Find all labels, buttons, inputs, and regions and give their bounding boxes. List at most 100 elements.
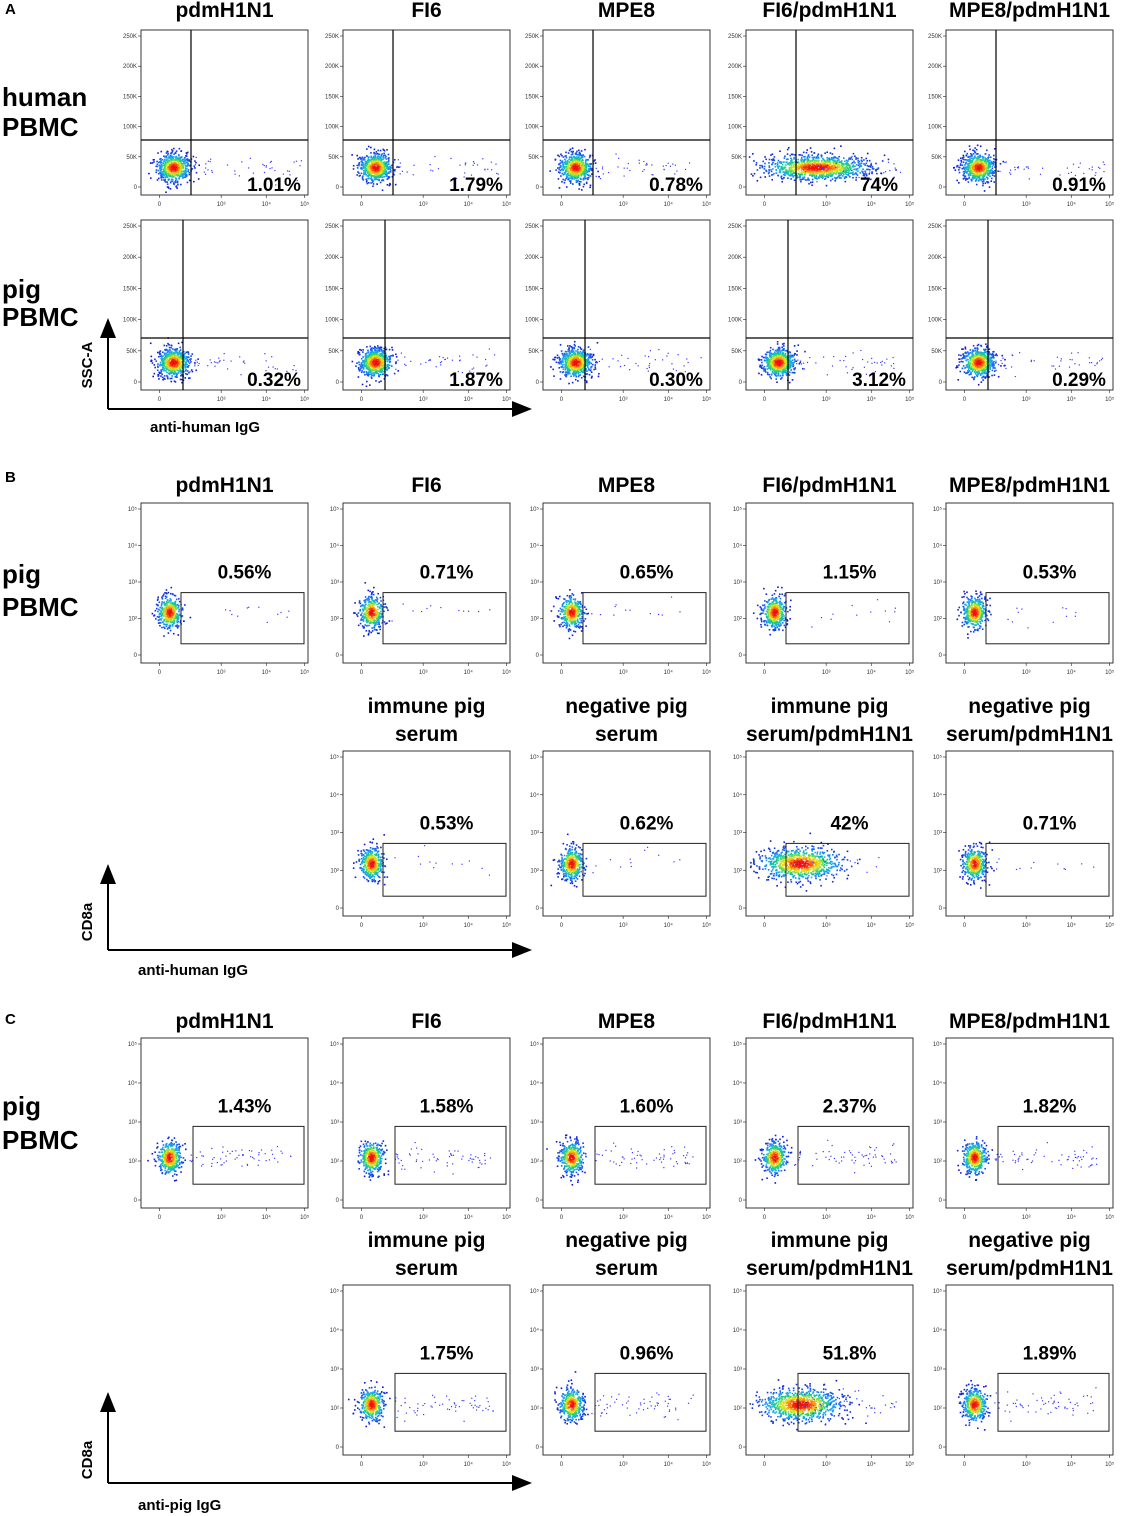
event-dot	[790, 157, 792, 160]
event-dot	[161, 368, 163, 371]
event-dot	[380, 158, 382, 160]
event-dot	[800, 158, 803, 161]
event-dot	[352, 168, 355, 170]
event-dot	[149, 162, 152, 164]
event-dot	[558, 163, 561, 165]
event-dot	[800, 169, 803, 171]
event-dot	[981, 163, 983, 166]
event-dot	[574, 166, 576, 169]
event-dot	[204, 173, 207, 175]
event-dot	[967, 164, 970, 166]
event-dot	[172, 354, 175, 357]
y-tick-label: 50K	[731, 155, 742, 161]
event-dot	[269, 161, 272, 163]
event-dot	[863, 159, 865, 161]
x-tick-label: 0	[360, 397, 364, 403]
event-dot	[364, 160, 367, 163]
event-dot	[572, 159, 575, 161]
event-dot	[188, 179, 191, 182]
event-dot	[370, 377, 373, 379]
event-dot	[825, 169, 828, 171]
event-dot	[578, 154, 581, 157]
event-dot	[813, 152, 816, 154]
event-dot	[830, 172, 833, 175]
event-dot	[875, 169, 877, 172]
y-tick-label: 200K	[123, 64, 137, 70]
event-dot	[178, 368, 181, 370]
event-dot	[863, 174, 866, 177]
event-dot	[755, 163, 758, 166]
event-dot	[238, 175, 241, 177]
event-dot	[826, 159, 829, 161]
event-dot	[361, 178, 364, 180]
x-tick-label: 0	[158, 202, 162, 208]
event-dot	[576, 180, 579, 183]
event-dot	[179, 163, 181, 166]
event-dot	[842, 170, 845, 172]
event-dot	[808, 179, 810, 181]
event-dot	[960, 157, 962, 160]
x-tick-label: 10³	[419, 397, 428, 403]
event-dot	[825, 165, 828, 168]
event-dot	[185, 153, 188, 155]
event-dot	[177, 158, 179, 161]
event-dot	[160, 163, 163, 166]
event-dot	[857, 157, 859, 160]
event-dot	[973, 164, 975, 166]
event-dot	[366, 171, 369, 173]
event-dot	[800, 165, 803, 167]
event-dot	[586, 177, 589, 179]
event-dot	[964, 150, 966, 153]
event-dot	[801, 161, 803, 164]
y-tick-label: 0	[939, 185, 943, 191]
event-dot	[173, 170, 175, 173]
event-dot	[823, 175, 825, 177]
event-dot	[573, 177, 576, 180]
event-dot	[186, 174, 188, 176]
event-dot	[985, 161, 987, 164]
event-dot	[171, 174, 174, 176]
event-dot	[777, 174, 779, 177]
event-dot	[1083, 172, 1085, 175]
event-dot	[176, 364, 179, 366]
event-dot	[823, 166, 825, 169]
event-dot	[571, 161, 574, 164]
event-dot	[986, 169, 989, 172]
event-dot	[791, 161, 794, 164]
event-dot	[561, 180, 563, 183]
event-dot	[810, 169, 812, 172]
event-dot	[191, 353, 194, 355]
event-dot	[968, 145, 971, 147]
event-dot	[834, 179, 837, 182]
event-dot	[172, 357, 174, 359]
event-dot	[797, 161, 800, 163]
event-dot	[838, 166, 841, 169]
event-dot	[179, 368, 182, 371]
event-dot	[378, 381, 381, 383]
event-dot	[581, 169, 584, 172]
event-dot	[576, 153, 579, 156]
event-dot	[798, 171, 800, 173]
event-dot	[806, 149, 809, 151]
event-dot	[839, 165, 841, 168]
event-dot	[160, 161, 162, 164]
event-dot	[560, 153, 562, 156]
event-dot	[1070, 171, 1072, 174]
event-dot	[973, 175, 975, 177]
event-dot	[384, 163, 386, 166]
event-dot	[853, 168, 855, 171]
event-dot	[163, 179, 165, 181]
event-dot	[977, 174, 979, 176]
event-dot	[366, 160, 369, 163]
event-dot	[175, 359, 178, 361]
event-dot	[370, 175, 373, 177]
event-dot	[153, 364, 156, 366]
event-dot	[829, 174, 832, 176]
event-dot	[982, 182, 985, 185]
event-dot	[813, 169, 816, 172]
event-dot	[994, 166, 996, 168]
event-dot	[195, 156, 197, 158]
event-dot	[962, 158, 964, 161]
event-dot	[155, 165, 158, 168]
x-tick-label: 10⁴	[464, 396, 474, 403]
